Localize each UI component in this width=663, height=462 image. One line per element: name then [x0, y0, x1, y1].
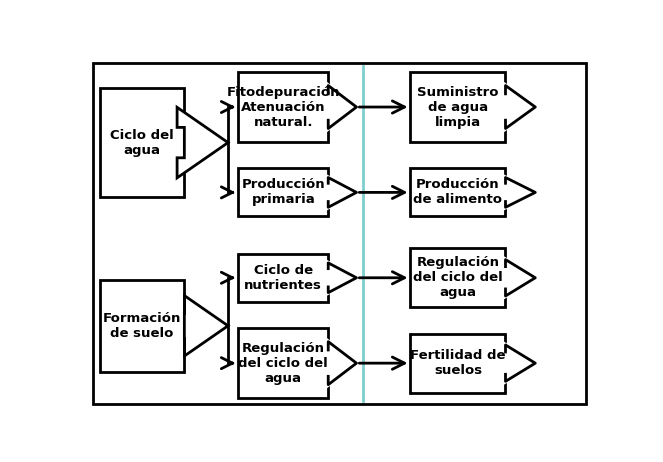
Polygon shape	[505, 260, 535, 296]
Polygon shape	[505, 177, 535, 207]
Text: Formación
de suelo: Formación de suelo	[103, 312, 181, 340]
Polygon shape	[328, 85, 357, 128]
Polygon shape	[328, 342, 357, 385]
Polygon shape	[177, 107, 228, 178]
Text: Suministro
de agua
limpia: Suministro de agua limpia	[417, 85, 499, 128]
Polygon shape	[328, 177, 357, 207]
Text: Ciclo de
nutrientes: Ciclo de nutrientes	[245, 264, 322, 292]
Polygon shape	[505, 345, 535, 381]
Bar	[238, 254, 328, 302]
Bar	[238, 328, 328, 398]
Bar	[238, 73, 328, 142]
Bar	[99, 280, 184, 372]
Text: Regulación
del ciclo del
agua: Regulación del ciclo del agua	[239, 342, 328, 385]
Polygon shape	[505, 85, 535, 128]
Bar	[238, 168, 328, 216]
Bar	[410, 249, 505, 307]
Polygon shape	[328, 263, 357, 292]
Text: Fertilidad de
suelos: Fertilidad de suelos	[410, 349, 506, 377]
Text: Fitodepuración
Atenuación
natural.: Fitodepuración Atenuación natural.	[227, 85, 340, 128]
Bar	[410, 73, 505, 142]
Polygon shape	[184, 296, 228, 356]
Bar	[99, 88, 184, 197]
Bar	[410, 168, 505, 216]
Text: Producción
de alimento: Producción de alimento	[414, 178, 503, 207]
Bar	[410, 334, 505, 393]
Text: Ciclo del
agua: Ciclo del agua	[110, 128, 174, 157]
Text: Regulación
del ciclo del
agua: Regulación del ciclo del agua	[413, 256, 503, 299]
Text: Producción
primaria: Producción primaria	[241, 178, 325, 207]
